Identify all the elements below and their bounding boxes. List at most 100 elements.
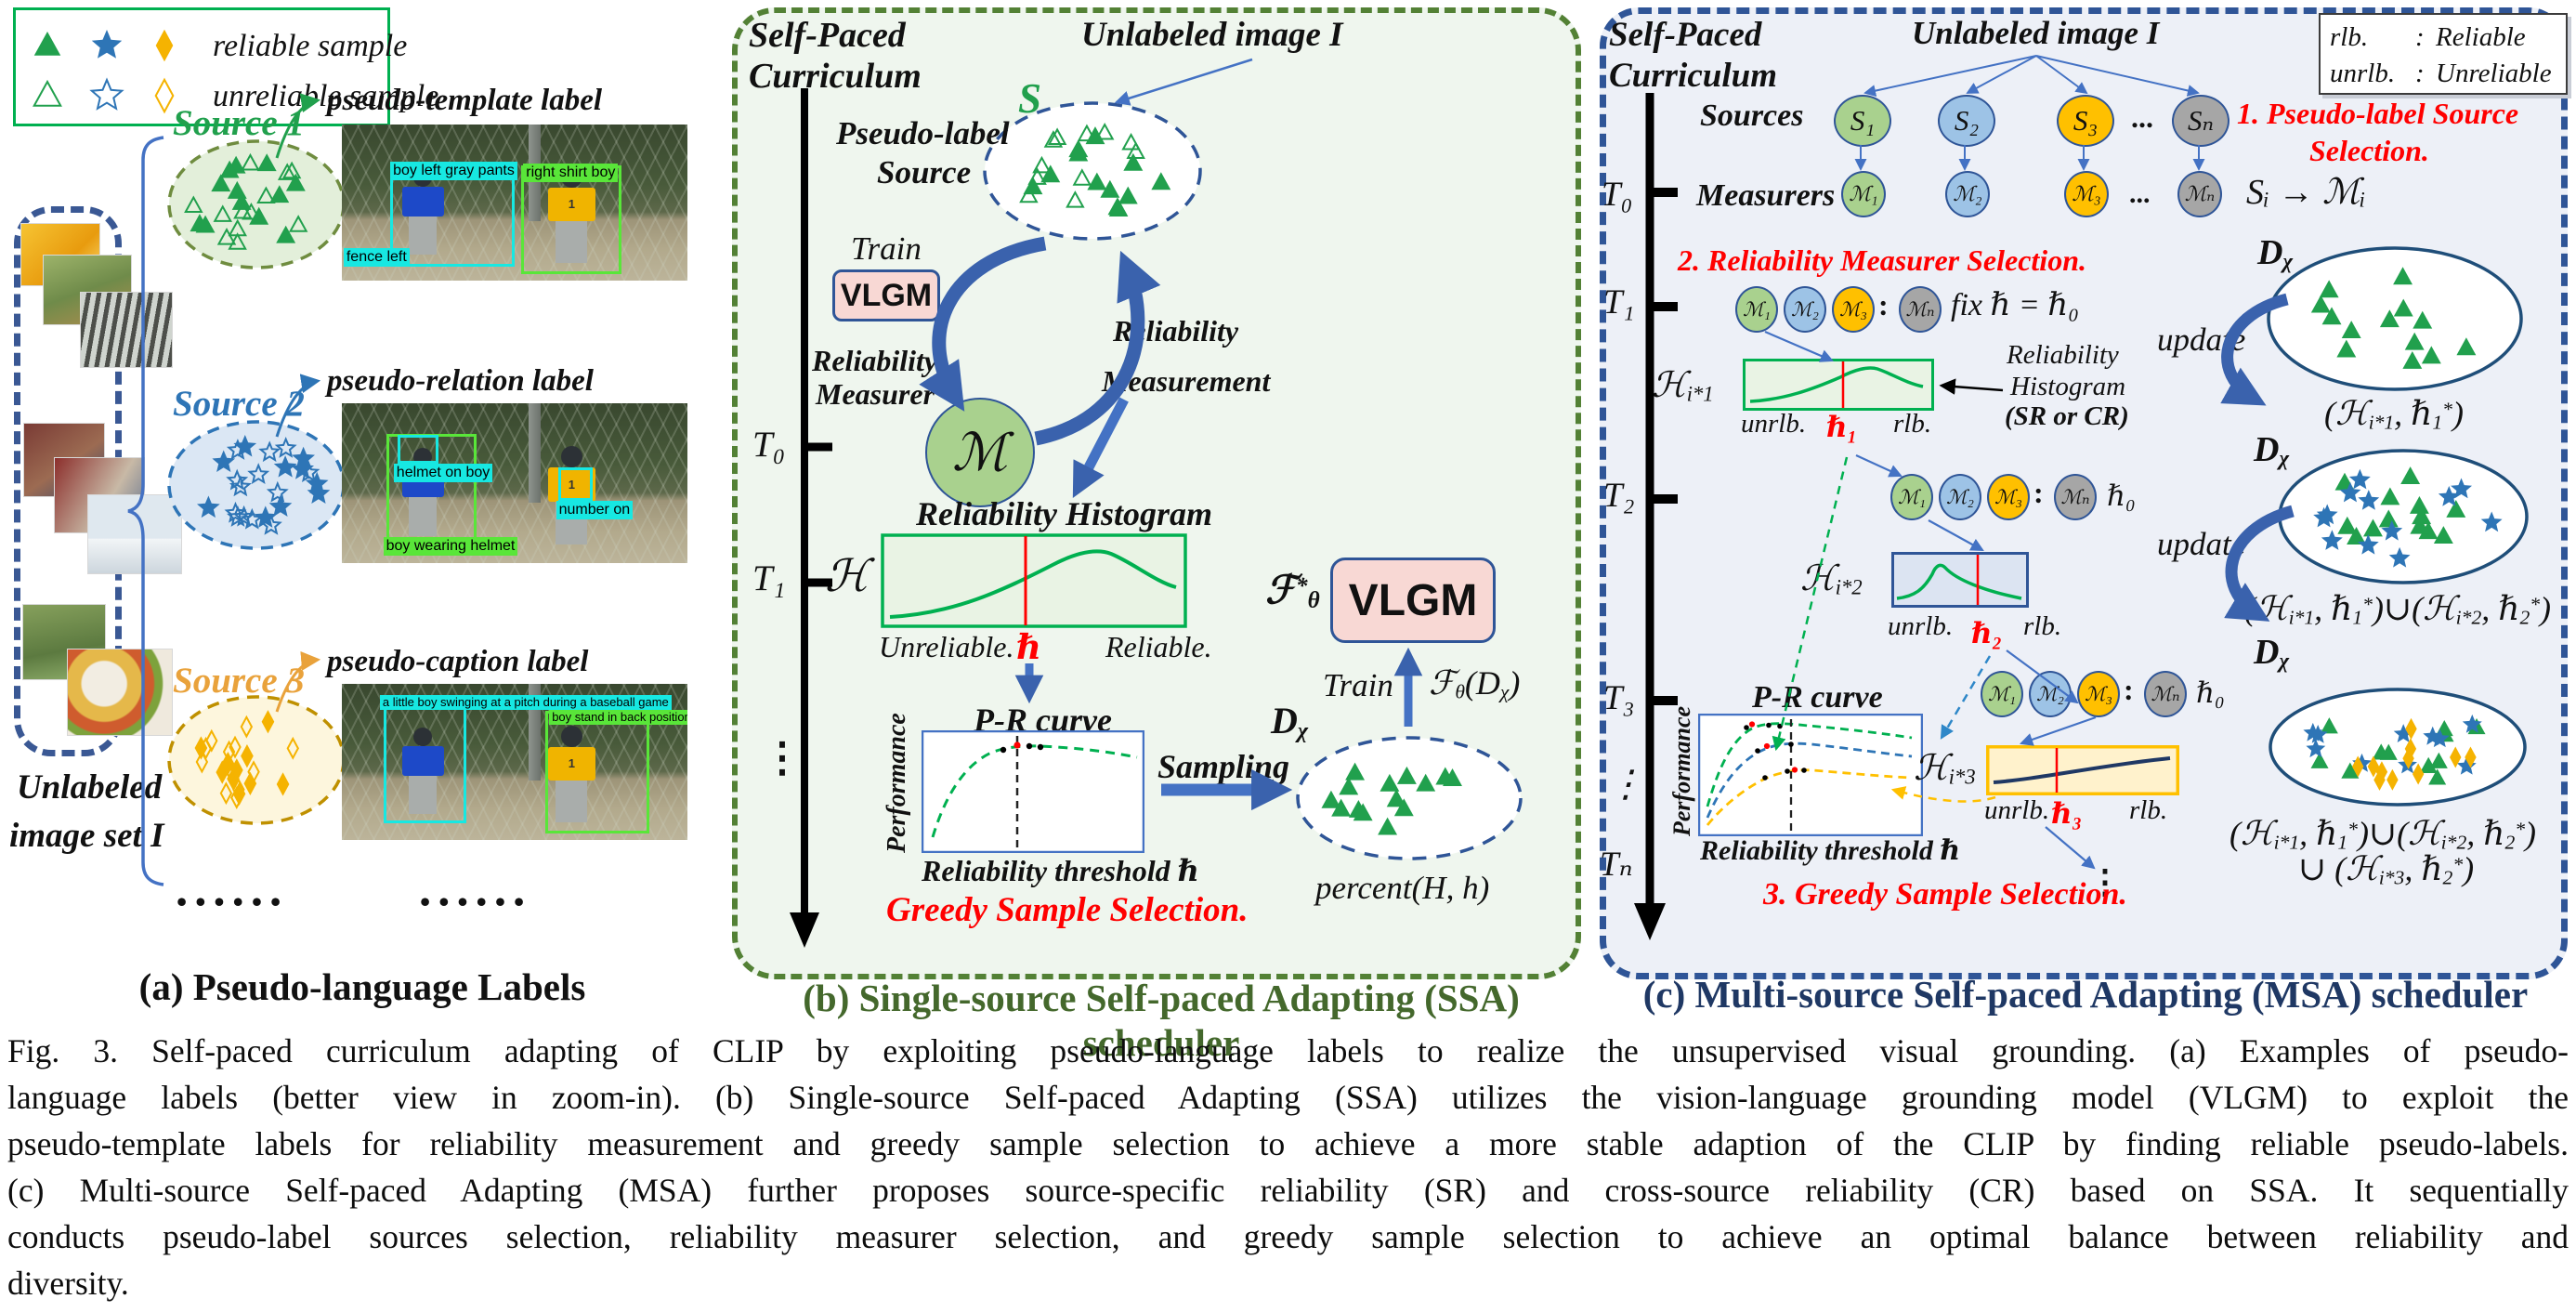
update-arc-1	[2220, 293, 2289, 406]
ellipsis-dots: ••••••	[420, 885, 533, 918]
measurers-ellipsis: ...	[2129, 178, 2151, 209]
set-to-sources-brace	[127, 136, 164, 886]
t3-label-c: T₃	[1603, 679, 1635, 717]
vlgm-box: VLGM	[832, 269, 940, 321]
h2-to-pr-dashed	[1940, 655, 1992, 740]
bbox-label: boy left gray pants	[390, 162, 517, 181]
h2-threshold: ℏ₂	[1971, 617, 2003, 649]
pseudo-caption-example-photo: 1 a little boy swinging at a pitch durin…	[342, 684, 687, 840]
fan-arrow-s1	[1863, 55, 2037, 98]
unlabeled-set-label-line1: Unlabeled	[17, 768, 163, 807]
m1-row3: ℳ₁	[1981, 671, 2023, 717]
reliable-sample-icons	[33, 29, 174, 62]
fan-arrow-s2	[1966, 55, 2037, 94]
curriculum-label-b1: Self-Paced	[749, 16, 906, 55]
bbox-label: right shirt boy	[523, 164, 619, 182]
tn-label-c: Tₙ	[1600, 846, 1633, 884]
d-chi-ellipse-1	[2267, 246, 2523, 391]
vlgm-box-2: VLGM	[1330, 558, 1496, 643]
source-measurer-mapping: Sᵢ → ℳᵢ	[2246, 173, 2366, 212]
unrlb-2: unrlb.	[1888, 611, 1954, 641]
t0-label-b: T₀	[752, 425, 786, 465]
histogram-1-label: ℋi*1	[1652, 366, 1714, 406]
ellipsis-dots: ••••••	[177, 885, 290, 918]
measurer-circle: ℳ	[925, 398, 1035, 507]
hist-note-2: Histogram	[2010, 372, 2126, 401]
rlb-abbr: rlb.	[2330, 22, 2369, 52]
timeline-dots-c: ⋮	[1607, 763, 1644, 805]
pseudo-label-source-1: Pseudo-label	[836, 115, 1010, 151]
measurer-node-m1: ℳ₁	[1841, 171, 1886, 217]
source-1-sample-ellipse	[167, 139, 346, 269]
curriculum-label-b2: Curriculum	[749, 57, 922, 96]
legend-box: reliable sample unreliable sample	[13, 7, 438, 126]
hist-note-1: Reliability	[2007, 340, 2119, 370]
formula-3-line1: (ℋi*1, ℏ1*)∪(ℋi*2, ℏ2*)	[2229, 815, 2537, 854]
pseudo-caption-label: pseudo-caption label	[327, 645, 589, 678]
measurement-to-histogram-arrow	[1072, 397, 1129, 498]
m3-row1: ℳ₃	[1832, 286, 1875, 333]
histogram-3-label: ℋi*3	[1914, 749, 1976, 789]
unrlb-name: Unreliable	[2436, 59, 2552, 88]
figure-caption: Fig. 3. Self-paced curriculum adapting o…	[7, 1028, 2569, 1306]
unreliable-sample-icons	[33, 77, 175, 114]
caption-line: conducts pseudo-label sources selection,…	[7, 1218, 2569, 1255]
m2-row2: ℳ₂	[1939, 474, 1981, 520]
thumbnail-food	[67, 649, 173, 736]
bbox-label: helmet on boy	[393, 464, 493, 483]
fence-pole	[528, 403, 541, 503]
mrow3-to-hist3-arrow	[2019, 715, 2097, 746]
h3-threshold: ℏ₃	[2051, 797, 2083, 830]
d-chi-label-c3: Dχ	[2254, 633, 2290, 673]
caption-line: Fig. 3. Self-paced curriculum adapting o…	[7, 1032, 2569, 1069]
reliability-histogram-1	[1743, 359, 1934, 411]
fan-arrow-sn	[2035, 55, 2200, 97]
source-node-sn: Sₙ	[2172, 95, 2229, 147]
caption-line: (c) Multi-source Self-paced Adapting (MS…	[7, 1172, 2569, 1209]
pseudo-relation-example-photo: 1 helmet on boy number on boy wearing he…	[342, 403, 687, 563]
f-star-label: ℱ*θ	[1265, 570, 1320, 614]
mn-row2: ℳₙ	[2054, 474, 2097, 520]
abbreviation-legend-box: rlb. : Reliable unrlb. : Unreliable	[2319, 13, 2568, 95]
h1-to-mrow2-arrow	[1855, 454, 1903, 478]
pseudo-template-example-photo: 1 boy left gray pants right shirt boy fe…	[342, 125, 687, 281]
hist-note-3: (SR or CR)	[2005, 401, 2129, 431]
f-train-label: ℱθ(Dχ)	[1429, 664, 1521, 703]
step2-label: 2. Reliability Measurer Selection.	[1678, 243, 2086, 277]
row3-colon: :	[2124, 673, 2134, 706]
hist3-to-pr-dashed	[1890, 786, 1996, 803]
m3-row2: ℳ₃	[1987, 474, 2030, 520]
formula-3-line2: ∪ (ℋi*3, ℏ2*)	[2298, 850, 2475, 889]
bbox-label: number on	[556, 500, 634, 519]
threshold-symbol-b: ℏ	[1016, 629, 1041, 667]
d-chi-ellipse-3	[2269, 688, 2527, 807]
unreliable-axis-label: Unreliable.	[879, 630, 1014, 663]
threshold-axis-c: Reliability threshold ℏ	[1700, 835, 1961, 866]
catcher-figure: 1	[543, 726, 601, 826]
cycle-arrow-left	[919, 236, 1047, 412]
step3-label: 3. Greedy Sample Selection.	[1763, 877, 2127, 912]
rlb-name: Reliable	[2436, 22, 2526, 52]
t0-label-c: T₀	[1602, 176, 1633, 214]
caption-line: diversity.	[7, 1265, 129, 1302]
source-node-s2: S₂	[1938, 95, 1995, 147]
step1-label-1: 1. Pseudo-label Source	[2237, 97, 2519, 130]
pseudo-template-label: pseudo-template label	[327, 84, 603, 117]
train-label-2: Train	[1323, 667, 1393, 703]
unlabeled-image-label-c: Unlabeled image I	[1912, 15, 2160, 51]
pr-curve-title-c: P-R curve	[1752, 680, 1883, 715]
h2-to-mrow3-arrow	[2006, 649, 2079, 704]
rlb-1: rlb.	[1893, 409, 1932, 439]
bbox-label: boy wearing helmet	[383, 537, 518, 557]
source-node-s1: S₁	[1834, 95, 1891, 147]
m1-row2: ℳ₁	[1890, 474, 1933, 520]
source-node-s3: S₃	[2057, 95, 2114, 147]
pr-curve-chart-b	[922, 730, 1144, 853]
greedy-selection-b: Greedy Sample Selection.	[886, 891, 1249, 929]
h0-row2: ℏ₀	[2107, 479, 2136, 512]
unrlb-1: unrlb.	[1741, 409, 1807, 439]
arrow-to-template-label	[275, 93, 321, 159]
unrlb-abbr: unrlb.	[2330, 59, 2396, 88]
